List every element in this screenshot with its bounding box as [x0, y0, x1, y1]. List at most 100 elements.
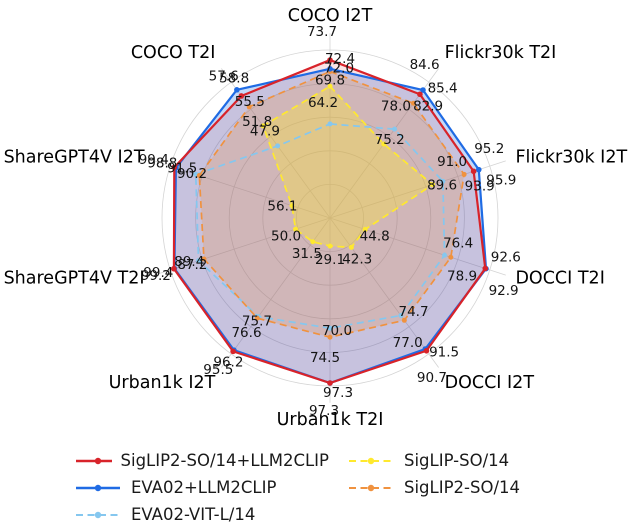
- legend-line-sample: [349, 457, 393, 464]
- value-label-eva02-llm2clip-urban1k-t2i: 97.3: [309, 403, 339, 419]
- value-label-eva02-llm2clip-sharegpt4v-i2t: 98.8: [147, 155, 177, 171]
- value-label-eva02-vit-l-14-coco-t2i: 47.9: [250, 123, 280, 139]
- value-label-eva02-vit-l-14-docci-i2t: 74.7: [399, 304, 429, 320]
- axis-spoke: [329, 217, 506, 276]
- axis-title-urban1k-i2t: Urban1k I2T: [109, 373, 216, 393]
- value-label-siglip2-so-14-coco-t2i: 55.5: [235, 94, 265, 110]
- value-label-siglip-so-14-sharegpt4v-i2t: 56.1: [267, 199, 297, 215]
- legend-label: SigLIP2-SO/14: [404, 478, 521, 497]
- data-point: [238, 93, 245, 99]
- value-label-siglip2-so-14-urban1k-t2i: 74.5: [310, 350, 340, 366]
- data-point: [310, 239, 316, 245]
- value-label-siglip2-so-14-urban1k-i2t: 76.6: [231, 325, 261, 341]
- axis-spoke: [221, 68, 331, 219]
- data-point: [327, 380, 333, 386]
- legend-line-sample: [76, 511, 120, 518]
- value-label-siglip2-so-14-llm2clip-docci-t2i: 92.6: [491, 250, 521, 266]
- value-label-siglip2-so-14-docci-i2t: 77.0: [393, 335, 423, 351]
- chart-legend: SigLIP2-SO/14+LLM2CLIP SigLIP-SO/14 EVA02+…: [0, 448, 636, 527]
- data-point: [420, 87, 426, 93]
- data-point: [327, 57, 333, 63]
- data-point: [461, 171, 467, 177]
- legend-label: EVA02-VIT-L/14: [131, 505, 256, 524]
- axis-title-flickr30k-i2t: Flickr30k I2T: [515, 148, 627, 168]
- value-label-siglip-so-14-docci-t2i: 44.8: [360, 229, 390, 245]
- axis-title-docci-i2t: DOCCI I2T: [445, 373, 535, 393]
- data-point: [327, 334, 333, 340]
- series-siglip-so-14: [260, 83, 436, 250]
- axis-spoke: [154, 217, 331, 276]
- legend-label: SigLIP2-SO/14+LLM2CLIP: [120, 451, 329, 470]
- value-label-siglip-so-14-sharegpt4v-t2i: 50.0: [271, 228, 301, 244]
- value-label-siglip2-so-14-docci-t2i: 78.9: [447, 269, 477, 285]
- legend-item-siglip2-so-14: SigLIP2-SO/14: [347, 475, 562, 500]
- value-label-siglip2-so-14-coco-i2t: 72.0: [324, 61, 354, 77]
- axis-title-urban1k-t2i: Urban1k T2I: [277, 410, 384, 430]
- value-label-eva02-vit-l-14-flickr30k-t2i: 78.0: [381, 98, 411, 114]
- axis-title-docci-t2i: DOCCI T2I: [515, 268, 604, 288]
- value-label-eva02-vit-l-14-urban1k-t2i: 70.0: [322, 323, 352, 339]
- value-label-siglip-so-14-coco-i2t: 69.8: [315, 72, 345, 88]
- value-label-siglip2-so-14-llm2clip-urban1k-i2t: 96.2: [213, 354, 243, 370]
- data-point: [260, 123, 266, 129]
- value-label-eva02-llm2clip-coco-i2t: 72.4: [325, 51, 355, 67]
- series-lines: [171, 57, 489, 386]
- data-point: [392, 126, 398, 132]
- series-fill-siglip-so-14: [263, 86, 433, 248]
- value-label-eva02-vit-l-14-sharegpt4v-i2t: 91.5: [167, 160, 197, 176]
- value-label-siglip2-so-14-llm2clip-coco-i2t: 73.7: [307, 24, 337, 40]
- value-label-siglip-so-14-docci-i2t: 42.3: [342, 251, 372, 267]
- data-point: [430, 182, 436, 188]
- value-label-siglip-so-14-coco-t2i: 51.8: [242, 114, 272, 130]
- data-point: [423, 347, 430, 354]
- legend-line-sample: [349, 484, 393, 491]
- series-siglip2-so-14-llm2clip: [171, 57, 489, 386]
- value-label-eva02-vit-l-14-sharegpt4v-t2i: 89.4: [174, 254, 204, 270]
- value-label-eva02-llm2clip-urban1k-i2t: 95.5: [203, 362, 233, 378]
- value-label-siglip2-so-14-sharegpt4v-t2i: 87.2: [177, 257, 207, 273]
- value-label-siglip-so-14-flickr30k-i2t: 89.6: [427, 178, 457, 194]
- value-label-eva02-llm2clip-docci-i2t: 90.7: [417, 370, 447, 386]
- data-point: [327, 83, 333, 89]
- value-label-siglip2-so-14-flickr30k-i2t: 93.9: [465, 178, 495, 194]
- value-label-siglip-so-14-urban1k-t2i: 29.1: [315, 252, 345, 268]
- value-label-siglip2-so-14-llm2clip-flickr30k-i2t: 95.2: [474, 141, 504, 157]
- data-point: [171, 265, 177, 272]
- legend-line-sample: [76, 457, 112, 464]
- legend-line-sample: [76, 484, 120, 491]
- legend-label: EVA02+LLM2CLIP: [131, 478, 277, 497]
- axis-spoke: [329, 217, 439, 368]
- value-label-siglip2-so-14-llm2clip-flickr30k-t2i: 84.6: [410, 57, 440, 73]
- legend-item-siglip-so-14: SigLIP-SO/14: [347, 448, 562, 473]
- value-label-siglip2-so-14-llm2clip-coco-t2i: 57.6: [209, 68, 239, 84]
- value-label-siglip2-so-14-sharegpt4v-i2t: 90.2: [177, 166, 207, 182]
- radar-chart: 73.7 84.6 95.2 92.6 91.5 97.3 96.2 99.4 99.4 57.6…: [4, 6, 628, 430]
- data-point: [230, 348, 236, 355]
- data-point: [362, 226, 368, 232]
- data-point: [289, 203, 295, 209]
- data-point: [196, 173, 202, 179]
- data-point: [398, 312, 404, 318]
- data-point: [234, 87, 240, 93]
- axis-title-sharegpt4v-i2t: ShareGPT4V I2T: [4, 148, 145, 168]
- data-point: [475, 166, 482, 173]
- axis-title-sharegpt4v-t2i: ShareGPT4V T2I: [4, 268, 145, 288]
- data-point: [470, 168, 477, 175]
- value-label-eva02-llm2clip-sharegpt4v-t2i: 99.2: [141, 268, 171, 284]
- data-point: [410, 100, 416, 106]
- data-point: [327, 243, 333, 249]
- value-label-eva02-llm2clip-coco-t2i: 58.8: [219, 71, 249, 87]
- data-point: [448, 254, 454, 260]
- data-point: [348, 244, 354, 250]
- data-point: [401, 317, 407, 323]
- value-label-eva02-vit-l-14-urban1k-i2t: 75.7: [242, 313, 272, 329]
- legend-label: SigLIP-SO/14: [404, 451, 510, 470]
- value-label-eva02-llm2clip-docci-t2i: 92.9: [489, 283, 519, 299]
- value-label-siglip2-so-14-llm2clip-docci-i2t: 91.5: [429, 344, 459, 360]
- data-point: [196, 258, 202, 264]
- value-label-siglip-so-14-urban1k-i2t: 31.5: [292, 246, 322, 262]
- data-point: [482, 265, 489, 272]
- data-point: [327, 66, 333, 72]
- value-label-siglip2-so-14-flickr30k-t2i: 82.9: [413, 99, 443, 115]
